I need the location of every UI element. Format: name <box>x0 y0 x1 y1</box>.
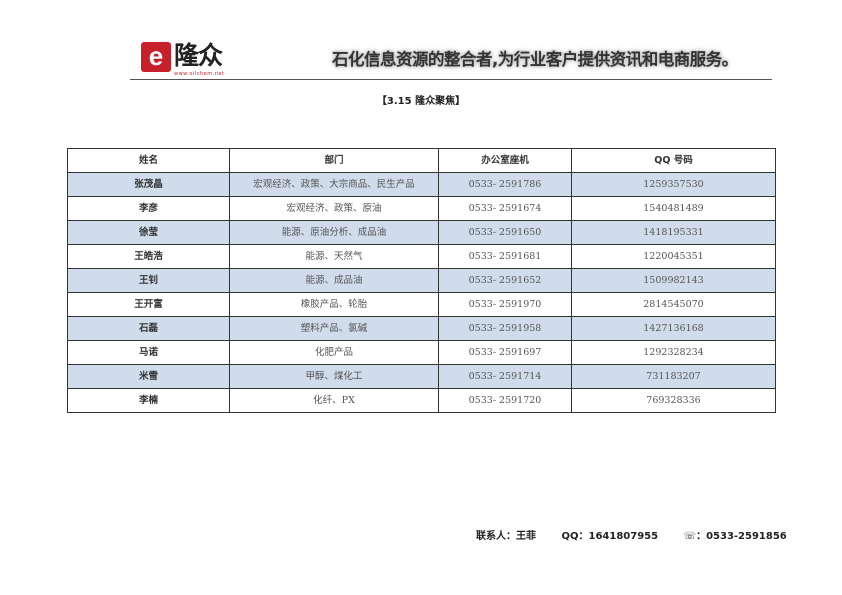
cell-name: 石磊 <box>67 316 230 341</box>
table-row: 石磊 塑料产品、氯碱 0533- 2591958 1427136168 <box>67 316 776 341</box>
contact-table: 姓名 部门 办公室座机 QQ 号码 张茂晶 宏观经济、政策、大宗商品、民生产品 05… <box>67 148 776 413</box>
cell-department: 能源、成品油 <box>229 268 439 293</box>
table-row: 王开富 橡胶产品、轮胎 0533- 2591970 2814545070 <box>67 292 776 317</box>
cell-name: 王开富 <box>67 292 230 317</box>
table-row: 王钊 能源、成品油 0533- 2591652 1509982143 <box>67 268 776 293</box>
column-header-name: 姓名 <box>67 148 230 173</box>
cell-phone: 0533- 2591720 <box>438 388 572 413</box>
slogan: 石化信息资源的整合者,为行业客户提供资讯和电商服务。 <box>332 50 738 69</box>
header-divider <box>130 79 772 80</box>
cell-department: 橡胶产品、轮胎 <box>229 292 439 317</box>
contact-person: 联系人：王菲 <box>476 531 536 542</box>
column-header-qq: QQ 号码 <box>571 148 776 173</box>
contact-phone: ☏：0533-2591856 <box>683 531 787 542</box>
column-header-phone: 办公室座机 <box>438 148 572 173</box>
cell-phone: 0533- 2591786 <box>438 172 572 197</box>
cell-department: 甲醇、煤化工 <box>229 364 439 389</box>
cell-qq: 1259357530 <box>571 172 776 197</box>
table-row: 徐莹 能源、原油分析、成品油 0533- 2591650 1418195331 <box>67 220 776 245</box>
table-row: 米雪 甲醇、煤化工 0533- 2591714 731183207 <box>67 364 776 389</box>
cell-department: 宏观经济、政策、大宗商品、民生产品 <box>229 172 439 197</box>
cell-name: 李楠 <box>67 388 230 413</box>
cell-phone: 0533- 2591650 <box>438 220 572 245</box>
table-row: 张茂晶 宏观经济、政策、大宗商品、民生产品 0533- 2591786 1259357… <box>67 172 776 197</box>
cell-qq: 1427136168 <box>571 316 776 341</box>
cell-phone: 0533- 2591674 <box>438 196 572 221</box>
logo: e 隆众 www.oilchem.net <box>141 42 224 78</box>
contact-qq: QQ：1641807955 <box>561 531 659 542</box>
footer-contact: 联系人：王菲 QQ：1641807955 ☏：0533-2591856 <box>476 530 809 544</box>
cell-name: 张茂晶 <box>67 172 230 197</box>
cell-name: 李彦 <box>67 196 230 221</box>
cell-phone: 0533- 2591652 <box>438 268 572 293</box>
cell-qq: 1509982143 <box>571 268 776 293</box>
cell-name: 马诺 <box>67 340 230 365</box>
cell-department: 能源、原油分析、成品油 <box>229 220 439 245</box>
table-row: 李楠 化纤、PX 0533- 2591720 769328336 <box>67 388 776 413</box>
cell-department: 塑料产品、氯碱 <box>229 316 439 341</box>
cell-qq: 1540481489 <box>571 196 776 221</box>
cell-qq: 1292328234 <box>571 340 776 365</box>
cell-department: 宏观经济、政策、原油 <box>229 196 439 221</box>
cell-qq: 2814545070 <box>571 292 776 317</box>
cell-department: 能源、天然气 <box>229 244 439 269</box>
cell-department: 化肥产品 <box>229 340 439 365</box>
column-header-department: 部门 <box>229 148 439 173</box>
cell-qq: 731183207 <box>571 364 776 389</box>
cell-phone: 0533- 2591970 <box>438 292 572 317</box>
logo-mark: e <box>141 42 171 72</box>
cell-name: 米雪 <box>67 364 230 389</box>
logo-text: 隆众 www.oilchem.net <box>174 42 224 77</box>
cell-phone: 0533- 2591697 <box>438 340 572 365</box>
cell-department: 化纤、PX <box>229 388 439 413</box>
table-row: 马诺 化肥产品 0533- 2591697 1292328234 <box>67 340 776 365</box>
cell-qq: 1220045351 <box>571 244 776 269</box>
cell-name: 王钊 <box>67 268 230 293</box>
cell-qq: 769328336 <box>571 388 776 413</box>
cell-name: 王皓浩 <box>67 244 230 269</box>
logo-name: 隆众 <box>174 41 223 70</box>
cell-qq: 1418195331 <box>571 220 776 245</box>
table-row: 王皓浩 能源、天然气 0533- 2591681 1220045351 <box>67 244 776 269</box>
cell-phone: 0533- 2591958 <box>438 316 572 341</box>
section-title: 【3.15 隆众聚焦】 <box>376 96 466 107</box>
table-row: 李彦 宏观经济、政策、原油 0533- 2591674 1540481489 <box>67 196 776 221</box>
table-header: 姓名 部门 办公室座机 QQ 号码 <box>67 148 776 173</box>
cell-name: 徐莹 <box>67 220 230 245</box>
cell-phone: 0533- 2591681 <box>438 244 572 269</box>
cell-phone: 0533- 2591714 <box>438 364 572 389</box>
logo-url: www.oilchem.net <box>174 71 225 77</box>
